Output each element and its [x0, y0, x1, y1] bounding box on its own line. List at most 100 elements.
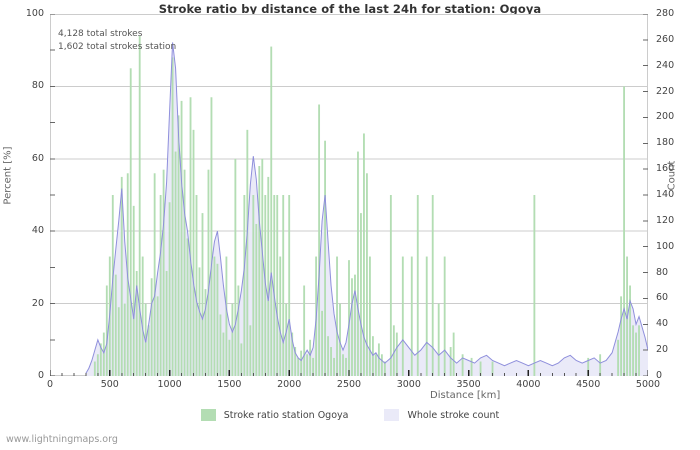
y-axis-left-title: Percent [%]	[2, 146, 14, 205]
bar	[363, 133, 365, 376]
y-axis-right-tick: 20	[656, 344, 669, 356]
x-axis-tick: 3500	[456, 379, 481, 390]
bar	[246, 129, 249, 376]
x-axis-tick: 1000	[157, 379, 182, 390]
y-axis-right-tick: 260	[656, 33, 675, 45]
bar	[243, 195, 246, 376]
bar	[279, 256, 282, 376]
y-axis-right-tick: 100	[656, 240, 675, 252]
bar	[357, 151, 359, 376]
bar	[635, 332, 637, 376]
chart-legend: Stroke ratio station Ogoya Whole stroke c…	[0, 409, 700, 421]
bar	[354, 274, 356, 376]
footer-url: www.lightningmaps.org	[6, 434, 118, 445]
x-axis-tick: 1500	[217, 379, 242, 390]
bar	[638, 325, 640, 376]
bars-stroke-ratio	[93, 35, 640, 376]
y-axis-right-tick: 0	[656, 370, 663, 381]
bar	[99, 343, 102, 376]
bar	[261, 158, 264, 376]
y-axis-right-tick: 80	[656, 266, 669, 278]
bar	[410, 256, 413, 376]
bar	[249, 325, 252, 376]
bar	[123, 303, 126, 376]
bar	[366, 173, 368, 376]
bar	[138, 35, 141, 376]
bar	[237, 285, 240, 376]
bar	[252, 195, 255, 376]
legend-stroke-ratio[interactable]: Stroke ratio station Ogoya	[200, 409, 348, 421]
x-axis-tick: 3000	[396, 379, 421, 390]
y-axis-left-tick: 80	[31, 80, 44, 92]
bar	[180, 100, 183, 376]
y-axis-right-tick: 280	[656, 8, 675, 19]
y-axis-right-tick: 160	[656, 163, 675, 175]
bar	[156, 296, 159, 376]
bar	[228, 339, 231, 376]
bar	[443, 256, 446, 376]
bar	[587, 357, 590, 376]
bar	[620, 296, 623, 376]
y-axis-right-tick: 200	[656, 111, 675, 123]
x-axis-tick: 4500	[576, 379, 601, 390]
bar	[374, 354, 377, 376]
bar	[629, 285, 631, 376]
legend-whole-count[interactable]: Whole stroke count	[384, 409, 499, 421]
bar	[461, 354, 464, 376]
bar	[348, 260, 350, 376]
bar	[479, 361, 482, 376]
y-axis-left-tick: 40	[31, 225, 44, 237]
bar	[330, 347, 332, 376]
x-axis-title: Distance [km]	[430, 390, 501, 401]
x-axis-tick: 2500	[336, 379, 362, 390]
bar	[285, 303, 288, 376]
bar	[267, 176, 270, 376]
bar	[291, 332, 294, 376]
bar	[102, 332, 105, 376]
bar	[395, 332, 398, 376]
legend-swatch	[200, 409, 216, 421]
bar	[195, 195, 198, 376]
y-axis-right-tick: 180	[656, 137, 675, 149]
bar	[171, 57, 174, 376]
bar	[345, 357, 347, 376]
bar	[321, 310, 324, 376]
bar	[623, 86, 625, 376]
bar	[309, 339, 312, 376]
bar	[225, 256, 228, 376]
bar	[141, 256, 144, 376]
bar	[327, 336, 329, 376]
plot-area	[50, 14, 648, 376]
bar	[105, 285, 108, 376]
y-axis-right-tick: 220	[656, 85, 675, 97]
line-whole-stroke-count	[85, 42, 648, 374]
bar	[240, 343, 243, 376]
bar	[114, 274, 117, 376]
bar	[255, 223, 258, 376]
bar	[204, 289, 207, 376]
bar	[617, 339, 620, 376]
bar	[389, 195, 392, 376]
y-axis-right-tick: 240	[656, 59, 675, 71]
bar	[273, 195, 276, 376]
bar	[168, 202, 171, 376]
legend-label: Whole stroke count	[407, 409, 500, 421]
y-axis-right-tick: 40	[656, 318, 669, 330]
bar	[162, 169, 165, 376]
bar	[198, 267, 201, 376]
x-axis-tick: 500	[100, 379, 119, 390]
y-axis-right-title: Count	[666, 160, 678, 191]
bar	[351, 278, 353, 376]
bar	[270, 46, 273, 376]
bar	[135, 271, 138, 376]
bar	[324, 140, 326, 376]
y-axis-right-tick: 120	[656, 214, 675, 226]
bar	[111, 195, 114, 376]
bar	[533, 195, 536, 376]
bar	[294, 347, 297, 376]
bar	[213, 256, 216, 376]
bar	[342, 354, 344, 376]
bar	[282, 195, 285, 376]
bar	[186, 238, 189, 376]
axis-ticks	[50, 14, 648, 376]
